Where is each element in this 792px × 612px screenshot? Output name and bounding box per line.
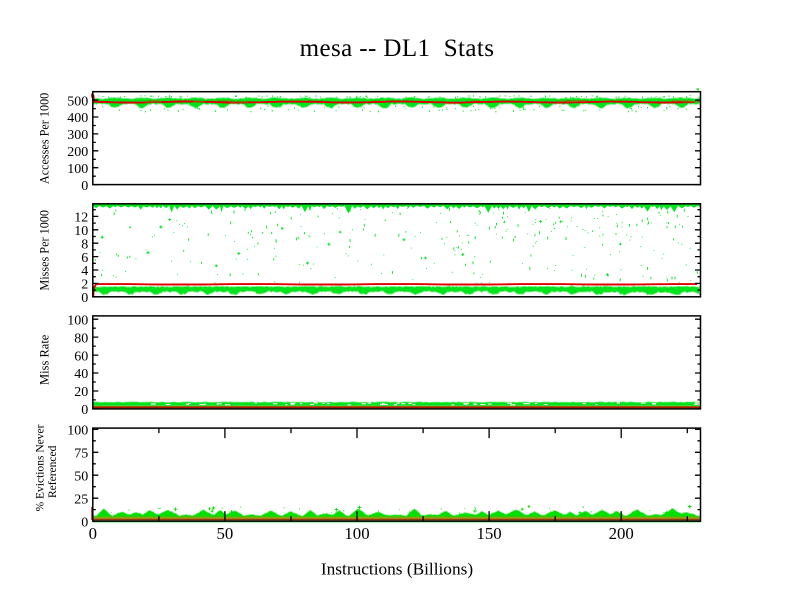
svg-text:40: 40 — [74, 367, 88, 382]
svg-text:80: 80 — [74, 331, 88, 346]
svg-text:0: 0 — [81, 179, 88, 194]
svg-text:60: 60 — [74, 349, 88, 364]
svg-text:0: 0 — [81, 403, 88, 418]
svg-text:100: 100 — [67, 313, 88, 328]
svg-text:500: 500 — [67, 94, 88, 109]
svg-text:0: 0 — [89, 524, 97, 543]
svg-text:2: 2 — [81, 278, 88, 293]
svg-text:0: 0 — [81, 515, 88, 530]
svg-text:50: 50 — [217, 524, 234, 543]
svg-text:Accesses Per 1000: Accesses Per 1000 — [37, 93, 51, 184]
svg-text:100: 100 — [344, 524, 369, 543]
svg-text:100: 100 — [67, 424, 88, 439]
svg-text:150: 150 — [477, 524, 502, 543]
svg-text:Instructions (Billions): Instructions (Billions) — [321, 559, 473, 578]
svg-text:75: 75 — [74, 447, 88, 462]
svg-text:100: 100 — [67, 162, 88, 177]
svg-text:12: 12 — [74, 211, 88, 226]
svg-text:6: 6 — [81, 251, 88, 266]
svg-text:8: 8 — [81, 237, 88, 252]
svg-text:Miss Rate: Miss Rate — [37, 334, 51, 385]
svg-text:Referenced: Referenced — [47, 445, 59, 498]
svg-text:20: 20 — [74, 385, 88, 400]
svg-text:0: 0 — [81, 291, 88, 306]
svg-text:% Evictions Never: % Evictions Never — [34, 424, 46, 511]
svg-text:10: 10 — [74, 224, 88, 239]
svg-text:50: 50 — [74, 470, 88, 485]
svg-text:200: 200 — [67, 145, 88, 160]
svg-text:4: 4 — [81, 264, 88, 279]
svg-text:mesa -- DL1 Stats: mesa -- DL1 Stats — [300, 35, 495, 62]
svg-text:400: 400 — [67, 111, 88, 126]
svg-text:Misses Per 1000: Misses Per 1000 — [37, 210, 51, 291]
svg-text:200: 200 — [609, 524, 634, 543]
svg-text:300: 300 — [67, 128, 88, 143]
svg-text:25: 25 — [74, 492, 88, 507]
